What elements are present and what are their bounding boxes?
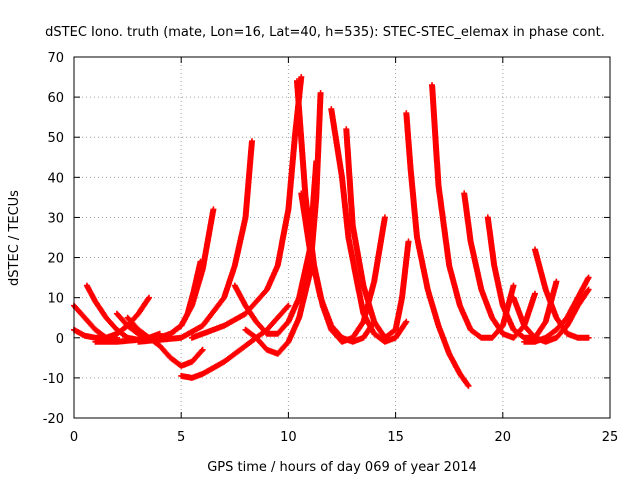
series-14 — [328, 106, 410, 345]
x-tick-label: 25 — [602, 430, 619, 445]
chart-title: dSTEC Iono. truth (mate, Lon=16, Lat=40,… — [45, 25, 605, 40]
series-17 — [429, 82, 517, 341]
series-markers — [510, 286, 592, 345]
series-markers — [403, 110, 472, 389]
y-tick-label: 60 — [47, 91, 64, 106]
x-tick-label: 20 — [495, 430, 512, 445]
y-tick-label: 10 — [47, 292, 64, 307]
axis-ticks: 0 5 10 15 20 25 -20 -10 0 10 20 30 40 50 60 70 — [43, 51, 619, 445]
y-tick-label: 40 — [47, 171, 64, 186]
series-markers — [135, 138, 255, 345]
y-tick-label: -10 — [43, 372, 64, 387]
x-tick-label: 0 — [70, 430, 78, 445]
y-tick-label: 50 — [47, 131, 64, 146]
y-tick-label: -20 — [43, 412, 64, 427]
y-tick-label: 70 — [47, 51, 64, 66]
series-15 — [343, 126, 412, 341]
data-marks — [71, 74, 592, 389]
series-markers — [328, 106, 410, 345]
y-axis-label: dSTEC / TECUs — [7, 190, 22, 286]
y-tick-label: 20 — [47, 252, 64, 267]
series-markers — [429, 82, 517, 341]
x-tick-label: 5 — [177, 430, 185, 445]
x-axis-label: GPS time / hours of day 069 of year 2014 — [207, 460, 477, 475]
series-7 — [178, 302, 292, 381]
series-markers — [242, 90, 324, 357]
series-22 — [521, 274, 592, 345]
plot-frame — [73, 56, 611, 419]
y-tick-label: 30 — [47, 211, 64, 226]
y-tick-label: 0 — [56, 332, 64, 347]
series-8 — [135, 138, 255, 345]
series-markers — [178, 302, 292, 381]
series-11 — [242, 90, 324, 357]
x-tick-label: 15 — [387, 430, 404, 445]
x-tick-label: 10 — [280, 430, 297, 445]
series-16 — [403, 110, 472, 389]
series-markers — [521, 274, 592, 345]
series-markers — [343, 126, 412, 341]
series-21 — [510, 286, 592, 345]
